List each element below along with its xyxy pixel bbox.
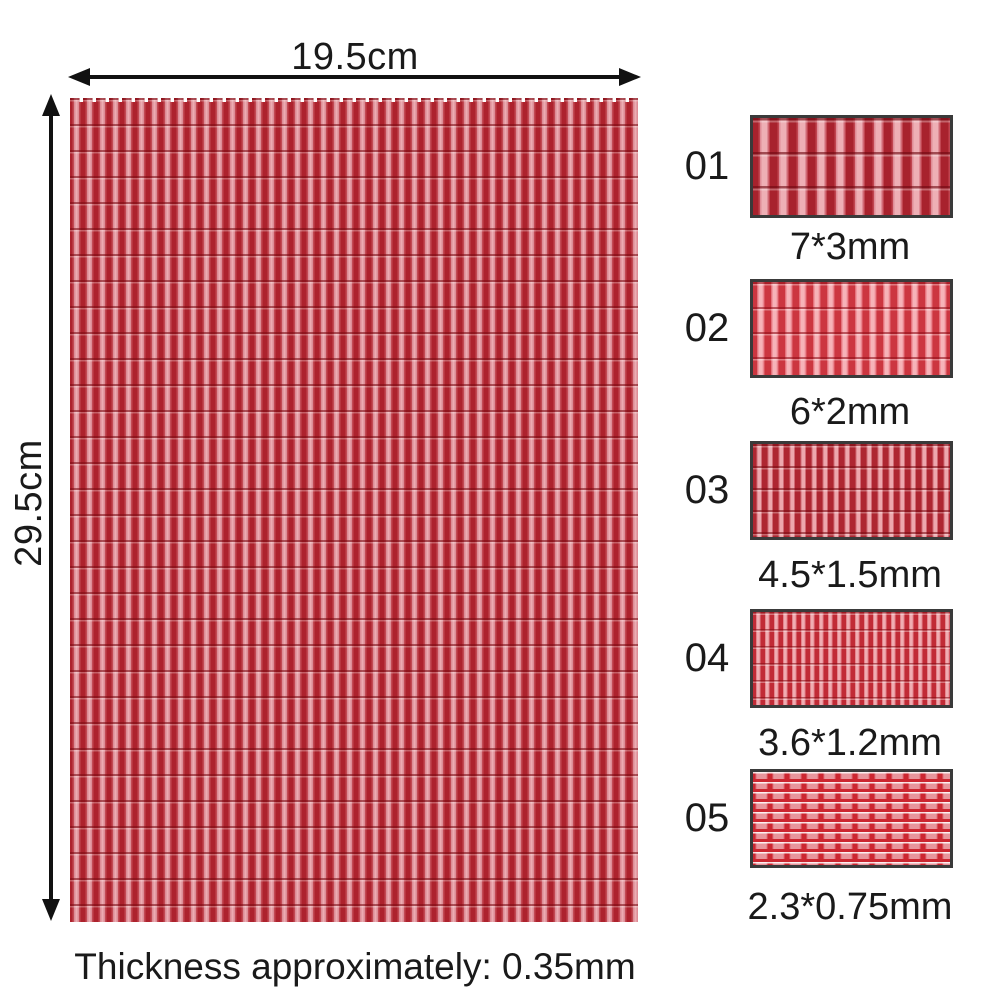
variant-size-05: 2.3*0.75mm [747, 886, 953, 928]
variant-number-03: 03 [684, 468, 730, 512]
variant-size-02: 6*2mm [789, 391, 911, 433]
thickness-note: Thickness approximately: 0.35mm [74, 946, 636, 987]
variant-number-01: 01 [684, 144, 730, 188]
variant-size-01: 7*3mm [789, 226, 911, 268]
sheet-width-label: 19.5cm [291, 36, 419, 78]
variant-swatch-03 [750, 441, 953, 540]
variant-swatch-01 [750, 115, 953, 218]
tile-sheet-image [70, 97, 638, 922]
variant-number-05: 05 [684, 796, 730, 840]
variant-size-03: 4.5*1.5mm [758, 554, 942, 596]
variant-number-04: 04 [684, 636, 730, 680]
variant-swatch-05 [750, 769, 953, 868]
variant-size-04: 3.6*1.2mm [758, 722, 942, 764]
sheet-height-label: 29.5cm [8, 439, 50, 567]
variant-swatch-04 [750, 609, 953, 708]
variant-number-02: 02 [684, 306, 730, 350]
variant-swatch-02 [750, 279, 953, 378]
